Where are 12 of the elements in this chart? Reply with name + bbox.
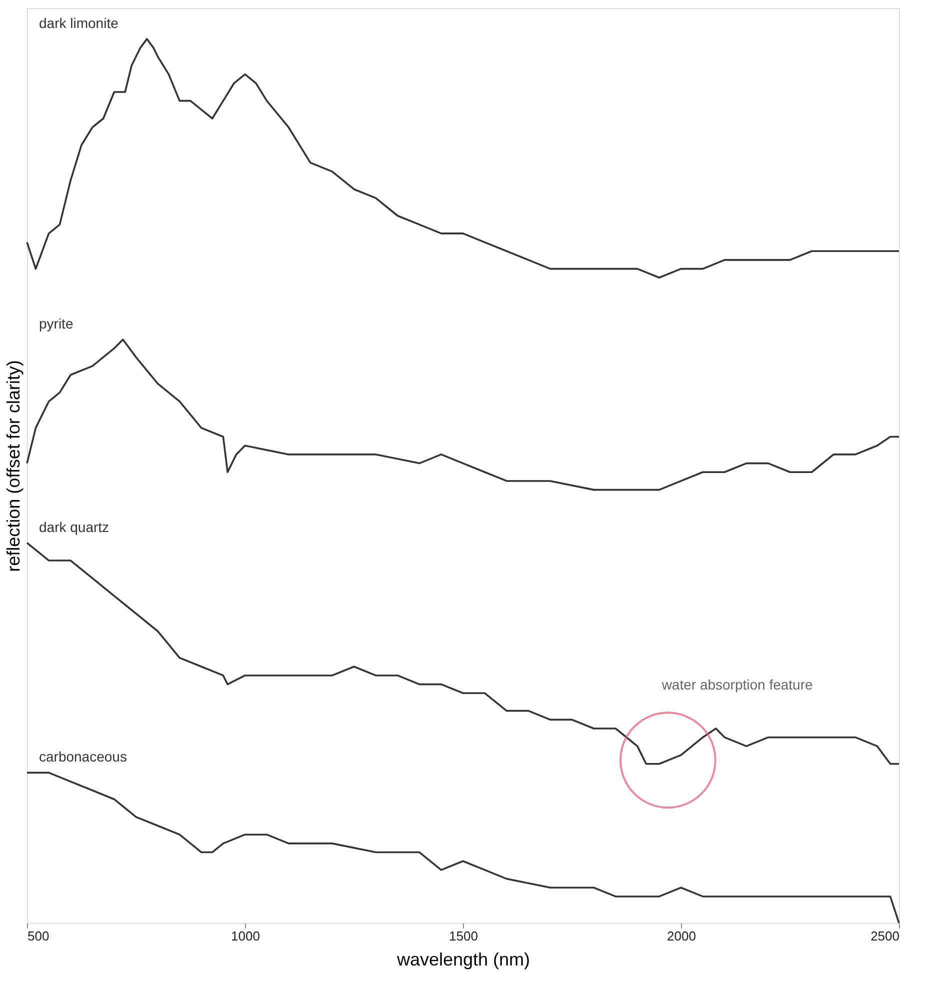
annotation: water absorption feature — [660, 676, 814, 692]
x-axis-title: wavelength (nm) — [396, 950, 530, 970]
x-tick-label: 1000 — [231, 928, 260, 944]
x-tick-label: 2000 — [667, 928, 696, 944]
x-tick-label: 2500 — [870, 928, 900, 944]
series-label: dark quartz — [39, 518, 110, 535]
series-label: dark limonite — [39, 14, 119, 31]
text: pyrite — [39, 316, 74, 332]
y-axis-title: reflection (offset for clarity) — [4, 360, 24, 572]
x-tick-label: 500 — [28, 928, 50, 944]
series-label: carbonaceous — [39, 748, 127, 765]
x-tick-label: 1500 — [449, 928, 478, 944]
